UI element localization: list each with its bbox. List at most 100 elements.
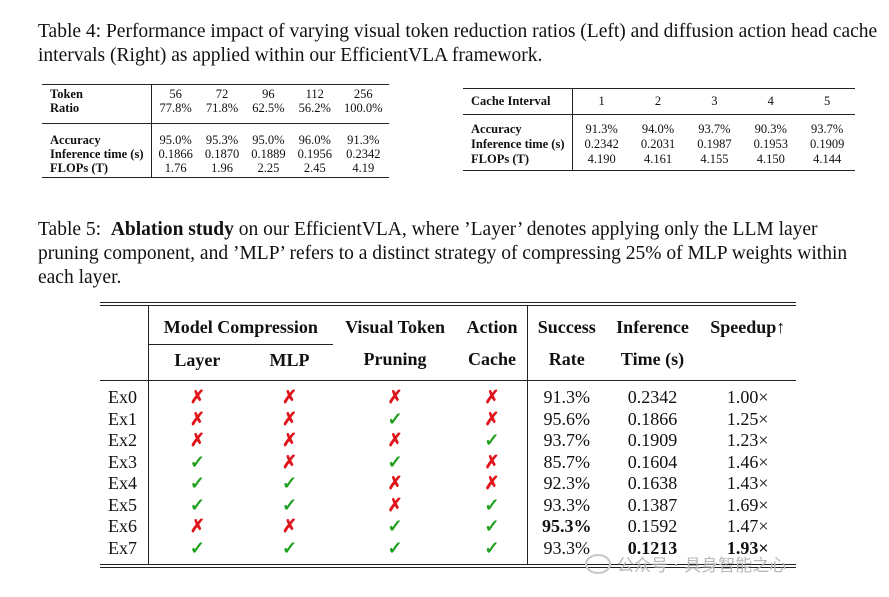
cache-cell: ✗	[457, 380, 528, 409]
value-cell: 4.161	[629, 152, 687, 171]
table4-right-cache-interval: Cache Interval 1 2 3 4 5 Accuracy 91.3% …	[463, 88, 856, 171]
pruning-cell: ✗	[333, 495, 457, 517]
success-rate-cell: 93.3%	[527, 537, 606, 568]
interval-cell: 3	[686, 88, 743, 115]
value-cell: 4.155	[686, 152, 743, 171]
cache-cell: ✗	[457, 451, 528, 473]
value-cell: 0.1987	[697, 137, 732, 151]
value-cell: 91.3%	[337, 123, 389, 147]
table5-caption: Table 5: Ablation study on our Efficient…	[38, 218, 878, 290]
row-label: Accuracy	[42, 123, 153, 147]
token-label: Token	[42, 84, 153, 101]
pruning-cell: ✓	[333, 452, 457, 474]
mlp-cell: ✗	[246, 380, 333, 409]
speedup-cell: 1.25×	[726, 408, 769, 429]
inference-time-cell: 0.1604	[627, 451, 678, 472]
inference-header: Inference	[605, 302, 700, 344]
experiment-id: Ex5	[100, 494, 149, 516]
layer-cell: ✗	[148, 380, 247, 409]
pruning-cell: ✗	[332, 380, 458, 409]
check-mark-icon: ✓	[189, 537, 205, 558]
check-mark-icon: ✓	[281, 537, 298, 558]
corner-cell	[100, 344, 149, 381]
speedup-cell: 1.46×	[726, 451, 769, 472]
value-cell: 1.96	[198, 161, 246, 178]
row-label: Accuracy	[463, 114, 574, 137]
cross-mark-icon: ✗	[281, 430, 298, 450]
value-cell: 0.1870	[204, 147, 240, 161]
layer-header: Layer	[174, 349, 221, 370]
success-rate-cell: 95.3%	[542, 516, 592, 536]
value-cell: 95.0%	[151, 123, 199, 147]
ratio-label: Ratio	[42, 101, 153, 124]
success-header: Success	[527, 302, 606, 344]
cross-mark-icon: ✗	[387, 387, 403, 407]
check-mark-icon: ✓	[189, 494, 205, 515]
cache-cell: ✗	[457, 408, 528, 430]
cross-mark-icon: ✗	[484, 408, 500, 429]
pruning-cell: ✗	[333, 473, 457, 495]
cross-mark-icon: ✗	[189, 387, 205, 407]
cache-cell: ✓	[457, 537, 528, 568]
action-header: Action	[457, 302, 528, 344]
cross-mark-icon: ✗	[484, 473, 500, 493]
cross-mark-icon: ✗	[189, 516, 205, 536]
interval-cell: 2	[629, 88, 687, 115]
watermark: 公众号 · 具身智能之心	[585, 551, 786, 576]
corner-cell	[100, 302, 149, 344]
check-mark-icon: ✓	[281, 473, 298, 493]
cache-header: Cache	[457, 344, 528, 381]
speedup-subheader	[699, 344, 796, 381]
value-cell: 2.45	[291, 161, 338, 178]
table-row: Ex4 ✓ ✓ ✗ ✗ 92.3% 0.1638 1.43×	[100, 473, 796, 495]
value-cell: 96.0%	[291, 123, 338, 147]
check-mark-icon: ✓	[484, 516, 500, 536]
speedup-cell: 1.43×	[726, 473, 769, 493]
check-mark-icon: ✓	[484, 430, 500, 450]
cache-cell: ✗	[457, 473, 528, 495]
cache-cell: ✓	[457, 494, 528, 516]
pruning-cell: ✓	[332, 537, 458, 568]
check-mark-icon: ✓	[281, 494, 298, 515]
ratio-cell: 56.2%	[298, 101, 331, 115]
check-mark-icon: ✓	[484, 494, 500, 515]
check-mark-icon: ✓	[189, 473, 205, 493]
success-rate-cell: 92.3%	[543, 473, 591, 493]
experiment-id: Ex4	[100, 473, 149, 495]
value-cell: 95.3%	[198, 123, 246, 147]
inference-time-cell: 0.1909	[627, 430, 678, 450]
ratio-cell: 71.8%	[205, 101, 239, 115]
value-cell: 90.3%	[742, 114, 799, 137]
table-row: Ex0 ✗ ✗ ✗ ✗ 91.3% 0.2342 1.00×	[100, 380, 796, 409]
inference-time-cell: 0.1213	[605, 537, 700, 568]
interval-cell: 4	[742, 88, 799, 115]
value-cell: 0.1956	[297, 147, 332, 161]
layer-cell: ✓	[148, 452, 246, 474]
success-rate-cell: 95.6%	[543, 408, 591, 429]
cross-mark-icon: ✗	[281, 451, 298, 472]
experiment-id: Ex7	[100, 537, 149, 568]
mlp-cell: ✓	[246, 495, 333, 517]
check-mark-icon: ✓	[387, 537, 403, 558]
layer-cell: ✓	[148, 473, 246, 495]
value-cell: 93.7%	[798, 114, 856, 137]
value-cell: 0.2342	[584, 137, 619, 151]
ratio-cell: 100.0%	[343, 101, 383, 115]
table-row: Ex1 ✗ ✗ ✓ ✗ 95.6% 0.1866 1.25×	[100, 408, 796, 430]
inference-time-cell: 0.1638	[627, 473, 678, 493]
table4-left-token-ratio: Token 56 72 96 112 256 Ratio 77.8% 71.8%…	[42, 84, 389, 178]
cross-mark-icon: ✗	[189, 430, 205, 450]
inference-time-cell: 0.1387	[627, 494, 678, 515]
value-cell: 4.190	[572, 152, 630, 171]
value-cell: 95.0%	[245, 123, 292, 147]
layer-cell: ✗	[148, 430, 246, 452]
value-cell: 0.1953	[753, 137, 788, 151]
value-cell: 0.2342	[346, 147, 381, 161]
mlp-cell: ✗	[246, 430, 333, 452]
token-cell: 256	[337, 84, 389, 101]
cross-mark-icon: ✗	[387, 430, 403, 450]
cache-cell: ✓	[457, 516, 528, 538]
row-label: Inference time (s)	[42, 147, 153, 161]
ratio-cell: 77.8%	[159, 101, 192, 115]
cross-mark-icon: ✗	[387, 494, 403, 515]
